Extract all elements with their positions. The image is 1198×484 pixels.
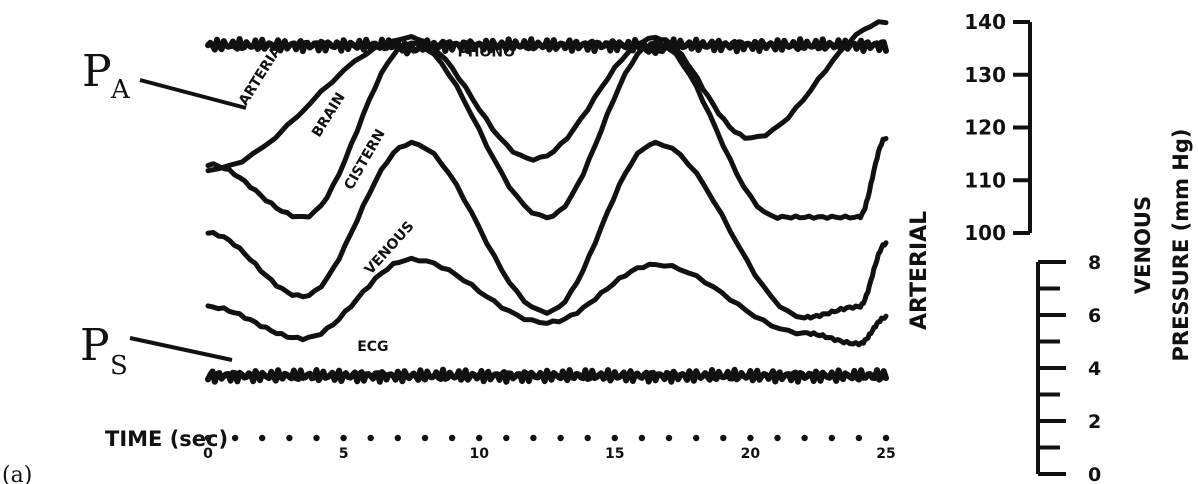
venous-tick-label: 0 [1088,464,1101,484]
arterial-tick-label: 100 [964,221,1006,245]
time-axis-label: TIME (sec) [105,427,228,451]
venous-tick-label: 6 [1088,305,1101,327]
time-tick-dot [855,434,863,442]
time-tick-dot [313,434,320,442]
time-tick-dot [530,434,537,442]
time-tick-dot [611,434,618,442]
arterial-axis: 140 130 120 110 100 [964,10,1032,245]
time-tick-dot [557,434,564,442]
time-tick-dot [882,434,890,442]
time-tick-dot [665,434,673,442]
arterial-axis-label: ARTERIAL [907,211,932,330]
time-tick-dot [584,434,591,442]
pa-pointer-line [139,78,247,110]
pa-pointer-label: P [82,46,112,97]
venous-axis-label: VENOUS [1131,196,1155,294]
pressure-axis-label: PRESSURE (mm Hg) [1169,129,1193,362]
time-tick-dot [476,434,483,442]
time-tick-dot [747,434,754,442]
venous-tick-label: 8 [1088,252,1101,274]
time-axis: 0 5 10 15 20 25 [203,434,896,462]
time-tick-dot [259,434,266,442]
series-label-cistern: CISTERN [341,127,388,193]
venous-axis: 8 6 4 2 0 [1036,252,1101,484]
traces-group [205,19,889,385]
series-brain-line [205,39,889,221]
arterial-tick-label: 140 [964,10,1006,34]
arterial-tick-label: 110 [964,168,1006,192]
time-tick-dot [340,434,347,442]
time-tick-dot [828,434,835,442]
ps-pointer-subscript: S [110,351,128,381]
ps-pointer-line [129,336,233,362]
time-tick-dot [367,434,374,442]
venous-tick-label: 4 [1088,358,1101,380]
time-tick-label: 25 [876,446,895,462]
time-tick-label: 15 [605,446,624,462]
series-label-phono: PHONO [458,44,516,60]
series-cistern-line [205,139,889,321]
arterial-tick-label: 120 [964,116,1006,140]
time-tick-label: 10 [469,446,489,462]
time-tick-dot [204,434,212,442]
time-tick-dot [693,434,700,442]
panel-label: (a) [2,463,32,484]
venous-tick-label: 2 [1088,411,1101,433]
pa-pointer-subscript: A [110,75,131,105]
series-ecg-line [205,366,889,385]
time-tick-dot [448,434,456,442]
time-tick-dot [421,434,429,442]
time-tick-dot [503,434,510,442]
time-tick-dot [394,434,401,442]
series-arterial-line [205,19,889,174]
time-tick-dot [774,434,781,442]
series-venous-line [205,255,889,348]
time-tick-label: 0 [203,446,213,462]
time-tick-dot [231,434,239,442]
arterial-tick-label: 130 [964,63,1006,87]
time-tick-dot [720,434,727,442]
series-phono-line [205,36,889,57]
time-tick-label: 5 [339,446,349,462]
time-tick-dot [638,434,646,442]
ps-pointer-label: P [80,320,110,371]
series-label-ecg: ECG [357,339,388,355]
time-tick-label: 20 [741,446,761,462]
time-tick-dot [286,434,293,442]
time-tick-dot [801,434,808,442]
